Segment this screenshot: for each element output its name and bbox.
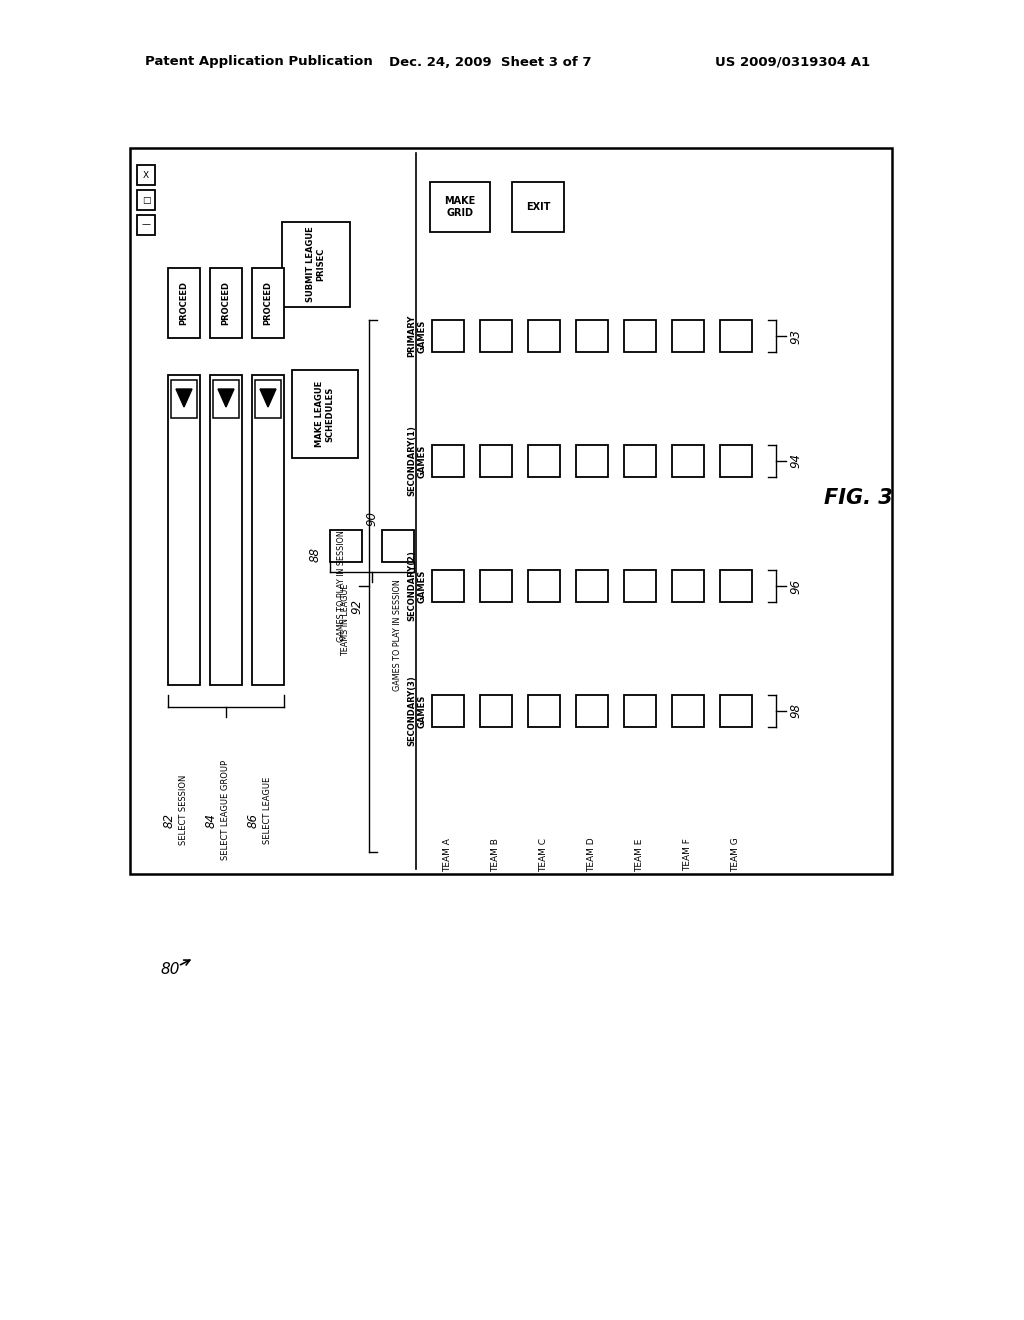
- Text: MAKE
GRID: MAKE GRID: [444, 197, 475, 218]
- Bar: [330, 531, 362, 562]
- Bar: [480, 570, 512, 602]
- Text: 93: 93: [790, 329, 803, 343]
- Text: 84: 84: [205, 813, 217, 828]
- Bar: [292, 370, 358, 458]
- Text: Patent Application Publication: Patent Application Publication: [145, 55, 373, 69]
- Bar: [213, 380, 239, 418]
- Bar: [210, 268, 242, 338]
- Text: TEAM D: TEAM D: [588, 838, 597, 873]
- Text: 94: 94: [790, 454, 803, 469]
- Text: SELECT LEAGUE GROUP: SELECT LEAGUE GROUP: [221, 760, 230, 861]
- Bar: [432, 319, 464, 352]
- Bar: [480, 445, 512, 477]
- Bar: [575, 445, 608, 477]
- Bar: [382, 531, 414, 562]
- Text: TEAMS IN LEAGUE: TEAMS IN LEAGUE: [341, 583, 350, 656]
- Bar: [575, 319, 608, 352]
- Text: TEAM B: TEAM B: [492, 838, 501, 873]
- Bar: [168, 375, 200, 685]
- Bar: [720, 445, 752, 477]
- Text: SECONDARY(1)
GAMES: SECONDARY(1) GAMES: [408, 425, 427, 496]
- Text: Dec. 24, 2009  Sheet 3 of 7: Dec. 24, 2009 Sheet 3 of 7: [389, 55, 591, 69]
- Text: FIG. 3: FIG. 3: [823, 488, 892, 508]
- Text: US 2009/0319304 A1: US 2009/0319304 A1: [715, 55, 870, 69]
- Text: 92: 92: [350, 598, 364, 614]
- Bar: [210, 375, 242, 685]
- Polygon shape: [176, 389, 193, 407]
- Bar: [528, 570, 560, 602]
- Bar: [672, 445, 705, 477]
- Bar: [255, 380, 281, 418]
- Bar: [432, 445, 464, 477]
- Bar: [672, 696, 705, 727]
- Text: 80: 80: [160, 962, 180, 978]
- Bar: [430, 182, 490, 232]
- Bar: [528, 696, 560, 727]
- Bar: [480, 319, 512, 352]
- Bar: [252, 268, 284, 338]
- Bar: [672, 570, 705, 602]
- Text: —: —: [141, 220, 151, 230]
- Text: TEAM G: TEAM G: [731, 838, 740, 873]
- Text: PROCEED: PROCEED: [263, 281, 272, 325]
- Bar: [432, 570, 464, 602]
- Text: SELECT SESSION: SELECT SESSION: [179, 775, 188, 845]
- Bar: [624, 696, 656, 727]
- Bar: [624, 319, 656, 352]
- Polygon shape: [218, 389, 234, 407]
- Bar: [672, 319, 705, 352]
- Text: 98: 98: [790, 704, 803, 718]
- Bar: [528, 445, 560, 477]
- Text: □: □: [141, 195, 151, 205]
- Bar: [512, 182, 564, 232]
- Text: TEAM C: TEAM C: [540, 838, 549, 873]
- Bar: [171, 380, 197, 418]
- Text: SUBMIT LEAGUE
PRISEC: SUBMIT LEAGUE PRISEC: [306, 226, 326, 302]
- Text: SECONDARY(2)
GAMES: SECONDARY(2) GAMES: [408, 550, 427, 622]
- Bar: [720, 319, 752, 352]
- Bar: [624, 570, 656, 602]
- Polygon shape: [260, 389, 276, 407]
- Text: SECONDARY(3)
GAMES: SECONDARY(3) GAMES: [408, 676, 427, 746]
- Bar: [575, 570, 608, 602]
- Text: GAMES TO PLAY IN SESSION: GAMES TO PLAY IN SESSION: [338, 531, 346, 642]
- Bar: [575, 696, 608, 727]
- Bar: [528, 319, 560, 352]
- Bar: [432, 696, 464, 727]
- Text: 86: 86: [247, 813, 259, 828]
- Text: 90: 90: [366, 511, 379, 525]
- Bar: [624, 445, 656, 477]
- Text: EXIT: EXIT: [525, 202, 550, 213]
- Bar: [168, 268, 200, 338]
- Text: SELECT LEAGUE: SELECT LEAGUE: [263, 776, 272, 843]
- Bar: [137, 215, 155, 235]
- Text: TEAM A: TEAM A: [443, 838, 453, 873]
- Bar: [137, 165, 155, 185]
- Text: PRIMARY
GAMES: PRIMARY GAMES: [408, 314, 427, 358]
- Bar: [137, 190, 155, 210]
- Bar: [480, 696, 512, 727]
- Text: PROCEED: PROCEED: [179, 281, 188, 325]
- Text: 88: 88: [308, 548, 322, 562]
- Bar: [252, 375, 284, 685]
- Bar: [282, 222, 350, 308]
- Text: PROCEED: PROCEED: [221, 281, 230, 325]
- Text: TEAM F: TEAM F: [683, 838, 692, 871]
- Text: MAKE LEAGUE
SCHEDULES: MAKE LEAGUE SCHEDULES: [315, 381, 335, 447]
- Text: 82: 82: [163, 813, 175, 828]
- Text: GAMES TO PLAY IN SESSION: GAMES TO PLAY IN SESSION: [393, 579, 402, 690]
- Text: 96: 96: [790, 578, 803, 594]
- Text: TEAM E: TEAM E: [636, 838, 644, 871]
- Bar: [720, 570, 752, 602]
- Bar: [720, 696, 752, 727]
- Text: X: X: [143, 170, 150, 180]
- Bar: [130, 148, 892, 874]
